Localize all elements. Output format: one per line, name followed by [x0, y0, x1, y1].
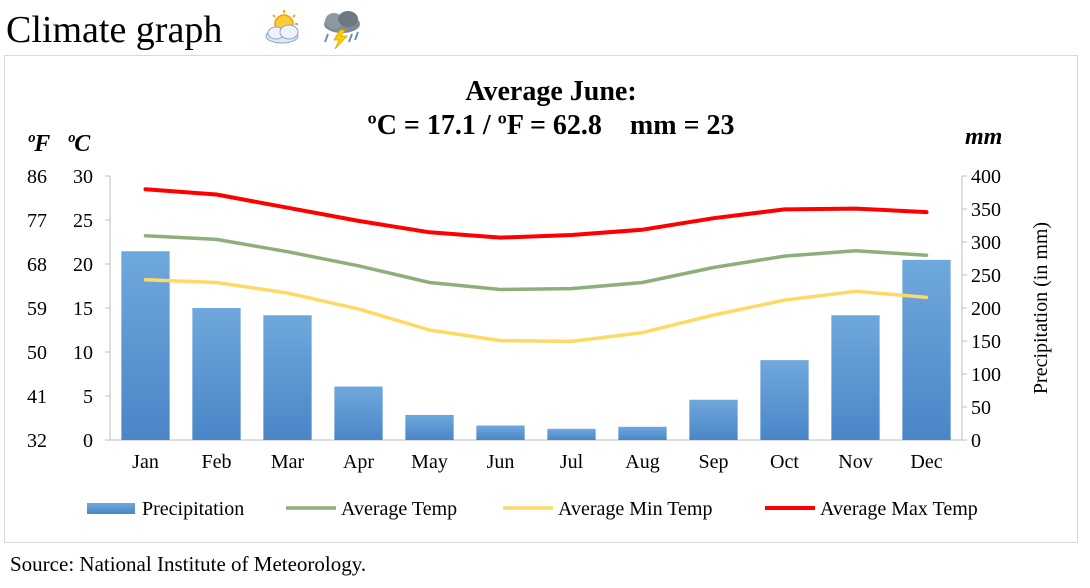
fahrenheit-tick-label: 59	[27, 298, 47, 320]
x-tick-label: Jun	[487, 451, 515, 473]
right-axis-title: Precipitation (in mm)	[1030, 222, 1052, 394]
precip-tick-label: 0	[971, 430, 981, 452]
x-tick-label: Nov	[838, 451, 872, 473]
precipitation-bar	[476, 425, 525, 440]
fahrenheit-tick-label: 68	[27, 254, 47, 276]
legend-label: Average Temp	[341, 498, 457, 520]
x-tick-label: Jul	[560, 451, 584, 473]
x-tick-label: Dec	[910, 451, 942, 473]
precipitation-bar	[547, 428, 596, 440]
celsius-tick-label: 15	[73, 298, 93, 320]
chart-title-line1: Average June:	[465, 76, 636, 107]
precip-tick-label: 400	[971, 166, 1001, 188]
precip-tick-label: 350	[971, 199, 1001, 221]
precipitation-bar	[831, 315, 880, 440]
precipitation-bar	[689, 399, 738, 440]
climate-chart: Average June: ºC = 17.1 / ºF = 62.8 mm =…	[27, 76, 1052, 520]
precip-tick-label: 150	[971, 331, 1001, 353]
x-tick-label: Feb	[202, 451, 232, 473]
precip-tick-label: 100	[971, 364, 1001, 386]
precip-tick-label: 300	[971, 232, 1001, 254]
celsius-tick-label: 25	[73, 210, 93, 232]
precipitation-bar	[192, 308, 241, 440]
title-icons	[262, 10, 364, 50]
x-tick-label: Sep	[699, 451, 729, 473]
mm-unit-label: mm	[965, 124, 1002, 150]
celsius-tick-label: 20	[73, 254, 93, 276]
average-max-temp-line	[143, 187, 929, 240]
sun-behind-cloud-icon	[265, 10, 299, 44]
celsius-unit-label: ºC	[67, 131, 91, 157]
precipitation-bar	[121, 251, 170, 440]
legend-label: Average Min Temp	[558, 498, 712, 520]
celsius-tick-label: 10	[73, 342, 93, 364]
x-tick-label: Apr	[343, 451, 374, 473]
precipitation-bar	[902, 259, 951, 440]
fahrenheit-tick-label: 41	[27, 386, 47, 408]
precipitation-bar	[263, 315, 312, 440]
precipitation-bar	[334, 386, 383, 440]
x-tick-label: Mar	[271, 451, 305, 473]
precipitation-bar	[760, 360, 809, 440]
chart-container: Average June: ºC = 17.1 / ºF = 62.8 mm =…	[4, 55, 1078, 543]
fahrenheit-tick-label: 77	[27, 210, 47, 232]
fahrenheit-tick-label: 50	[27, 342, 47, 364]
legend-swatch-bar	[87, 503, 135, 514]
page-title: Climate graph	[6, 9, 223, 51]
fahrenheit-tick-label: 32	[27, 430, 47, 452]
precipitation-bar	[405, 414, 454, 440]
celsius-tick-label: 5	[83, 386, 93, 408]
legend-label: Precipitation	[142, 498, 244, 520]
source-note: Source: National Institute of Meteorolog…	[10, 552, 367, 576]
x-tick-label: Aug	[625, 451, 659, 473]
precip-tick-label: 200	[971, 298, 1001, 320]
x-tick-label: Jan	[132, 451, 159, 473]
average-temp-line	[143, 234, 929, 292]
precip-tick-label: 250	[971, 265, 1001, 287]
celsius-tick-label: 0	[83, 430, 93, 452]
x-tick-label: Oct	[770, 451, 799, 473]
x-tick-label: May	[411, 451, 448, 473]
average-min-temp-line	[143, 278, 929, 344]
precip-tick-label: 50	[971, 397, 991, 419]
fahrenheit-unit-label: ºF	[27, 131, 50, 157]
chart-title-line2: ºC = 17.1 / ºF = 62.8 mm = 23	[367, 110, 734, 141]
thunderstorm-cloud-icon	[324, 11, 360, 50]
legend-label: Average Max Temp	[820, 498, 978, 520]
precipitation-bar	[618, 426, 667, 440]
celsius-tick-label: 30	[73, 166, 93, 188]
fahrenheit-tick-label: 86	[27, 166, 47, 188]
